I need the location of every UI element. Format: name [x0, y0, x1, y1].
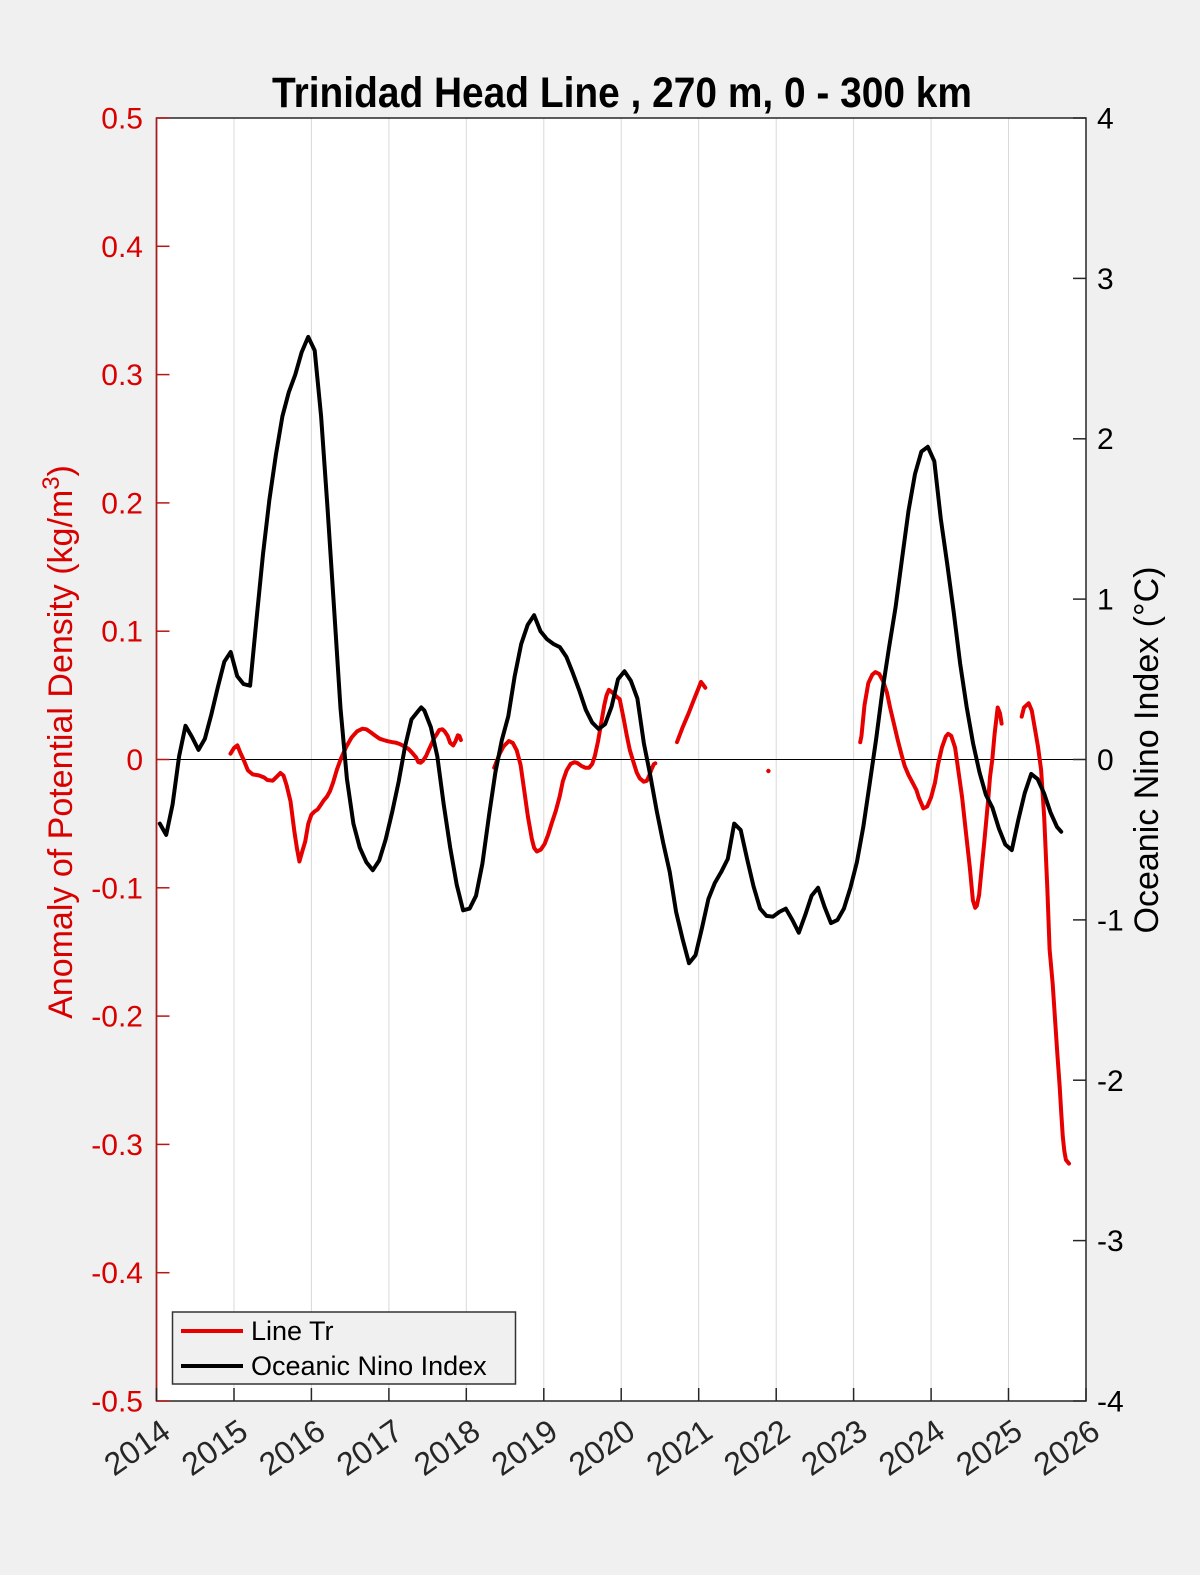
svg-text:Anomaly of Potential Density (: Anomaly of Potential Density (kg/m3)	[38, 465, 80, 1019]
svg-text:0: 0	[1097, 744, 1114, 777]
svg-text:-0.3: -0.3	[91, 1129, 143, 1162]
svg-text:-0.2: -0.2	[91, 1001, 143, 1034]
svg-text:0.4: 0.4	[101, 231, 143, 264]
svg-text:4: 4	[1097, 103, 1114, 136]
svg-text:Oceanic Nino Index (°C): Oceanic Nino Index (°C)	[1128, 567, 1166, 934]
svg-text:0.5: 0.5	[101, 103, 143, 136]
svg-text:2: 2	[1097, 423, 1114, 456]
svg-text:1: 1	[1097, 584, 1114, 617]
svg-text:0: 0	[126, 744, 143, 777]
svg-text:0.2: 0.2	[101, 487, 143, 520]
svg-text:0.1: 0.1	[101, 616, 143, 649]
svg-text:Oceanic Nino Index: Oceanic Nino Index	[251, 1351, 487, 1381]
svg-text:Line Tr: Line Tr	[251, 1316, 334, 1346]
svg-text:-3: -3	[1097, 1225, 1124, 1258]
svg-text:-0.1: -0.1	[91, 872, 143, 905]
svg-text:0.3: 0.3	[101, 359, 143, 392]
svg-text:-0.4: -0.4	[91, 1257, 143, 1290]
svg-text:-4: -4	[1097, 1386, 1124, 1419]
svg-text:-0.5: -0.5	[91, 1386, 143, 1419]
svg-text:Trinidad Head Line , 270 m, 0: Trinidad Head Line , 270 m, 0 - 300 km	[272, 69, 972, 117]
svg-text:-2: -2	[1097, 1065, 1124, 1098]
svg-text:3: 3	[1097, 263, 1114, 296]
svg-text:-1: -1	[1097, 904, 1124, 937]
